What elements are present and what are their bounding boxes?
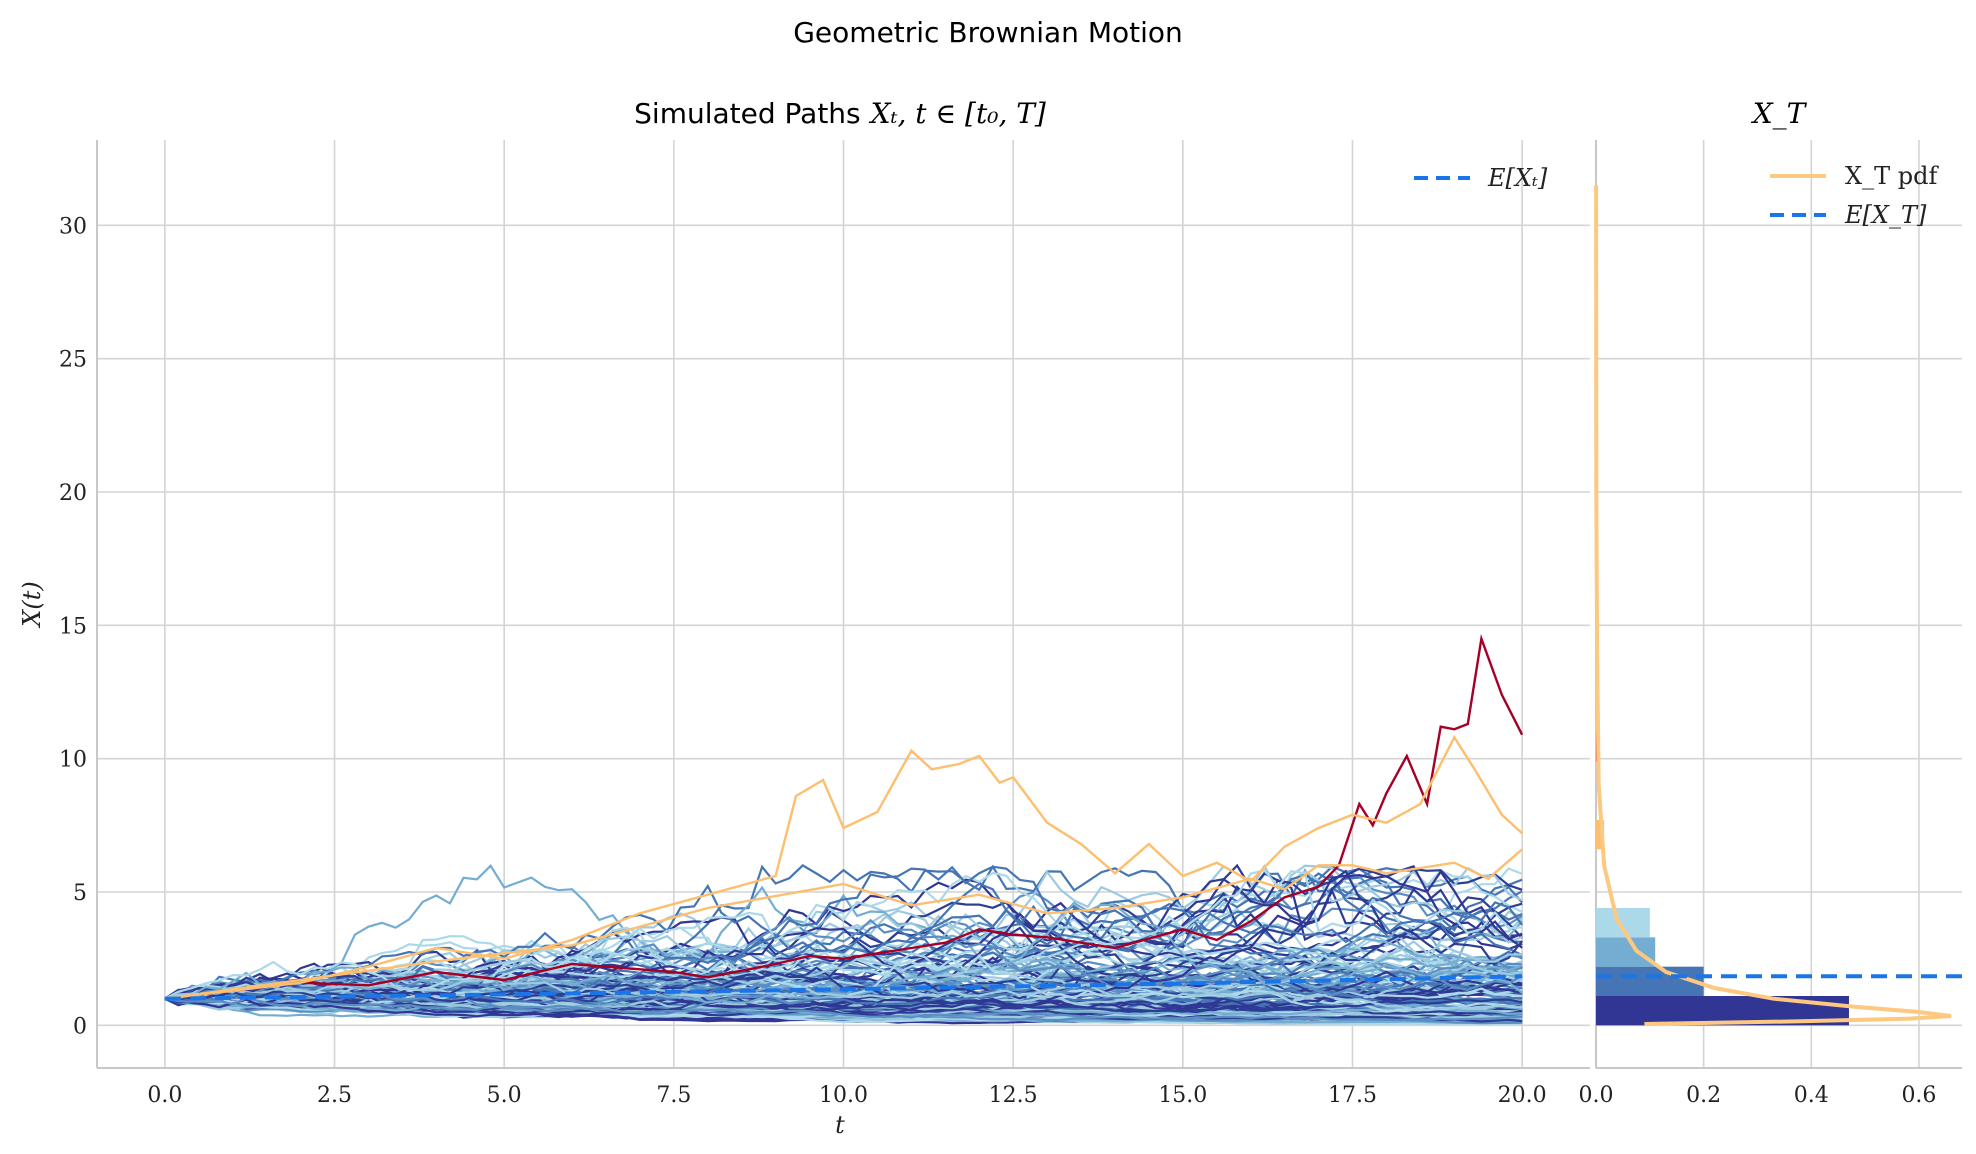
paths-y-tick-label: 0 — [73, 1014, 87, 1039]
simulated-path — [164, 865, 1523, 1002]
paths-x-tick-label: 0.0 — [147, 1083, 182, 1108]
paths-grid — [97, 140, 1590, 1068]
simulated-path — [164, 980, 1523, 1007]
paths-y-tick-label: 10 — [59, 748, 87, 773]
distribution-x-ticks: 0.0 0.2 0.4 0.6 — [1579, 1083, 1937, 1108]
highlighted-path — [164, 734, 1523, 1000]
histogram-bar — [1596, 966, 1704, 996]
expectation-legend-label: E[X_T] — [1844, 201, 1927, 229]
highlighted-path — [164, 633, 1524, 1000]
paths-x-tick-label: 20.0 — [1498, 1083, 1547, 1108]
simulated-path — [164, 951, 1523, 1013]
paths-title-prefix: Simulated Paths — [634, 97, 861, 130]
figure-title: Geometric Brownian Motion — [793, 16, 1183, 49]
distribution-x-tick-label: 0.0 — [1579, 1083, 1614, 1108]
expectation-line — [164, 974, 1523, 1001]
histogram-bar — [1596, 908, 1650, 938]
histogram-bars — [1596, 732, 1849, 1026]
distribution-x-tick-label: 0.4 — [1794, 1083, 1829, 1108]
paths-x-tick-label: 17.5 — [1328, 1083, 1377, 1108]
distribution-grid — [1595, 140, 1962, 1068]
paths-y-tick-label: 30 — [59, 214, 87, 239]
simulated-path — [164, 976, 1523, 1012]
distribution-axes: X_T 0.0 0.2 0.4 0.6 X_T pdf E[X_T] — [1579, 97, 1962, 1108]
pdf-legend-label: X_T pdf — [1845, 162, 1939, 190]
paths-y-label: X(t) — [18, 581, 46, 628]
paths-x-ticks: 0.0 2.5 5.0 7.5 10.0 12.5 15.0 17.5 20.0 — [147, 1083, 1546, 1108]
paths-x-label: t — [835, 1111, 845, 1139]
pdf-curve — [1594, 185, 1952, 1026]
paths-axes-title: Simulated Paths Xₜ, t ∈ [t₀, T] — [634, 97, 1046, 130]
distribution-axes-title: X_T — [1751, 97, 1808, 130]
simulated-paths — [164, 863, 1523, 1025]
simulated-path — [164, 869, 1523, 1004]
paths-legend: E[Xₜ] — [1414, 164, 1548, 192]
paths-y-tick-label: 15 — [59, 614, 87, 639]
paths-y-ticks: 0 5 10 15 20 25 30 — [59, 214, 87, 1039]
simulated-path — [164, 997, 1523, 1022]
paths-x-tick-label: 10.0 — [819, 1083, 868, 1108]
distribution-x-tick-label: 0.2 — [1686, 1083, 1721, 1108]
paths-x-tick-label: 7.5 — [656, 1083, 691, 1108]
distribution-legend: X_T pdf E[X_T] — [1770, 162, 1939, 229]
paths-y-tick-label: 25 — [59, 348, 87, 373]
histogram-bar — [1596, 937, 1656, 967]
paths-y-tick-label: 20 — [59, 481, 87, 506]
paths-axes: Simulated Paths Xₜ, t ∈ [t₀, T] 0.0 2.5 5.0… — [18, 97, 1590, 1139]
paths-title-math: Xₜ, t ∈ [t₀, T] — [869, 97, 1046, 130]
highlighted-path — [164, 848, 1523, 1000]
paths-x-tick-label: 2.5 — [317, 1083, 352, 1108]
distribution-x-tick-label: 0.6 — [1901, 1083, 1936, 1108]
paths-legend-label: E[Xₜ] — [1487, 164, 1548, 192]
simulated-path — [164, 883, 1523, 1000]
simulated-path — [164, 863, 1523, 1004]
paths-x-tick-label: 5.0 — [487, 1083, 522, 1108]
paths-x-tick-label: 12.5 — [989, 1083, 1038, 1108]
paths-x-tick-label: 15.0 — [1158, 1083, 1207, 1108]
paths-y-tick-label: 5 — [73, 881, 87, 906]
highlighted-paths — [164, 633, 1524, 1000]
